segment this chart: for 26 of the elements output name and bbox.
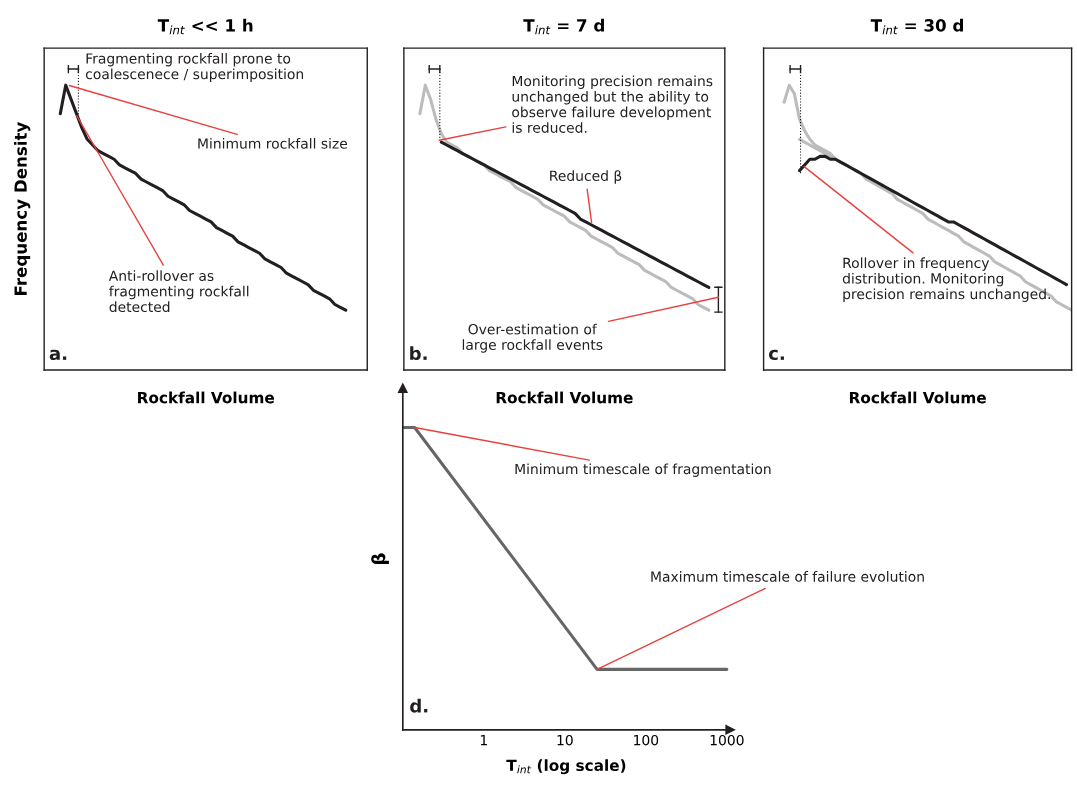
- y-axis-title: Frequency Density: [14, 121, 31, 295]
- annotation: Minimum rockfall size: [198, 137, 348, 149]
- x-axis-title: Rockfall Volume: [496, 391, 633, 404]
- annotation: Monitoring precision remains unchanged but the ability to observe failure development is reduced.: [512, 75, 713, 133]
- annotation: Minimum timescale of fragmentation: [515, 463, 771, 477]
- chart-title: T$_{int}$ = 7 d: [523, 18, 604, 35]
- annotation: Reduced β: [550, 170, 622, 184]
- annotation: a.: [49, 349, 67, 361]
- annotation: Rollover in frequency distribution. Monitoring precision remains unchanged.: [842, 257, 1050, 302]
- chart-title: T$_{int}$ = 30 d: [870, 18, 963, 35]
- x-tick-label: 100: [634, 734, 659, 746]
- annotation: Over-estimation of large rockfall events: [462, 323, 603, 353]
- y-axis-title: β: [371, 553, 389, 564]
- x-tick-label: 1: [480, 735, 487, 746]
- text: Fragmenting rockfall prone to coalescenece / superimposition: [85, 52, 304, 82]
- annotation: b.: [410, 346, 427, 361]
- x-axis-title: Rockfall Volume: [138, 391, 275, 404]
- annotation: Anti-rollover as fragmenting rockfall detected: [108, 270, 249, 313]
- annotation: d.: [410, 698, 428, 713]
- x-axis-title: T$_{int}$ (log scale): [506, 759, 626, 775]
- x-tick-label: 10: [557, 734, 573, 746]
- annotation: c.: [768, 349, 784, 361]
- x-axis-title: Rockfall Volume: [849, 391, 986, 404]
- chart-title: T$_{int}$ << 1 h: [157, 18, 253, 35]
- annotation: Maximum timescale of failure evolution: [651, 571, 924, 582]
- x-tick-label: 1000: [710, 734, 744, 746]
